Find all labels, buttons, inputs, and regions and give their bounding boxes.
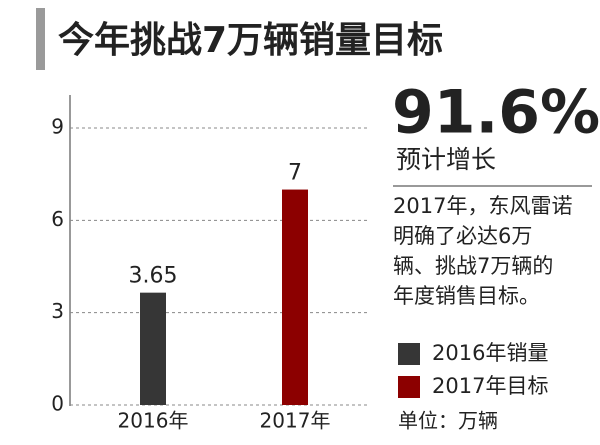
legend-swatch — [398, 376, 420, 398]
highlight-caption: 预计增长 — [396, 145, 496, 174]
y-tick-label: 3 — [51, 299, 64, 323]
note-line: 2017年，东风雷诺 — [393, 194, 572, 218]
x-tick-label: 2017年 — [260, 409, 331, 433]
chart-title: 今年挑战7万辆销量目标 — [58, 20, 443, 61]
legend-label: 2016年销量 — [432, 341, 548, 365]
legend-label: 2017年目标 — [432, 374, 548, 398]
note-line: 年度销售目标。 — [393, 284, 540, 308]
y-tick-label: 9 — [51, 115, 64, 139]
title-accent — [36, 8, 45, 70]
x-tick-label: 2016年 — [118, 409, 189, 433]
highlight: 91.6% — [392, 78, 600, 148]
legend-swatch — [398, 343, 420, 365]
y-tick-label: 6 — [51, 207, 64, 231]
unit: 单位：万辆 — [398, 409, 498, 433]
value-label: 7 — [288, 161, 302, 186]
bar — [140, 292, 166, 405]
note-line: 辆、挑战7万辆的 — [393, 254, 553, 278]
note-line: 明确了必达6万 — [393, 224, 532, 248]
bar — [282, 189, 308, 405]
value-label: 3.65 — [129, 264, 178, 289]
y-tick-label: 0 — [51, 392, 64, 416]
